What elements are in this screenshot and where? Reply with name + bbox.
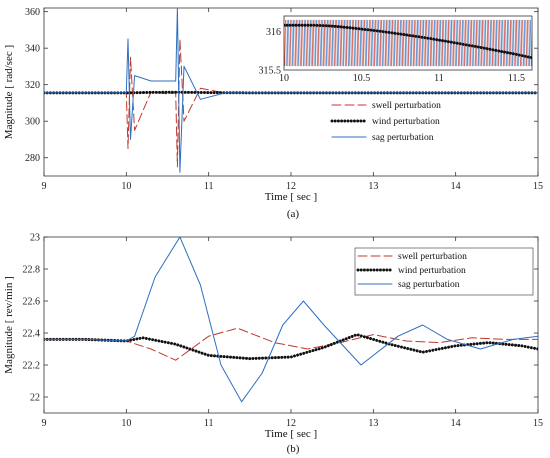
y-tick-label: 320 bbox=[25, 80, 40, 91]
x-tick-label: 12 bbox=[286, 418, 296, 429]
x-tick-label: 10 bbox=[121, 418, 131, 429]
y-tick-label: 22.8 bbox=[23, 265, 41, 276]
series-line-swell-perturbation bbox=[44, 327, 538, 361]
x-tick-label: 9 bbox=[42, 181, 47, 192]
legend-entry: swell perturbation bbox=[398, 252, 467, 262]
y-tick-label: 22.2 bbox=[23, 361, 41, 372]
y-tick-label: 300 bbox=[25, 117, 40, 128]
series-line-sag-perturbation bbox=[44, 8, 538, 173]
y-tick-label: 360 bbox=[25, 7, 40, 18]
inset-x-tick-label: 11.5 bbox=[508, 73, 525, 84]
x-tick-label: 13 bbox=[368, 418, 378, 429]
y-tick-label: 280 bbox=[25, 153, 40, 164]
legend-entry: sag perturbation bbox=[398, 280, 460, 290]
y-tick-label: 22.6 bbox=[23, 297, 41, 308]
panel-a: 9 10 11 12 13 14 15 280 300 320 340 360 10 10.5 11 11.5… bbox=[3, 7, 543, 220]
x-tick-label: 15 bbox=[533, 181, 543, 192]
legend-entry: swell perturbation bbox=[372, 101, 441, 111]
y-axis-label: Magnitude [ rad/sec ] bbox=[3, 45, 15, 139]
legend-entry: sag perturbation bbox=[372, 133, 434, 143]
y-axis-label: Magnitude [ rev/min ] bbox=[3, 276, 15, 373]
x-tick-label: 14 bbox=[451, 418, 461, 429]
x-tick-label: 9 bbox=[42, 418, 47, 429]
series-line-wind-perturbation bbox=[44, 333, 538, 361]
legend: swell perturbation wind perturbation sag p… bbox=[330, 101, 441, 143]
x-tick-label: 13 bbox=[368, 181, 378, 192]
y-tick-label: 22.4 bbox=[23, 329, 41, 340]
inset-zoom: 10 10.5 11 11.5 315.5 316 bbox=[259, 15, 533, 84]
inset-x-tick-label: 10 bbox=[279, 73, 289, 84]
legend-entry: wind perturbation bbox=[372, 117, 440, 127]
inset-y-tick-label: 316 bbox=[266, 27, 281, 38]
inset-x-tick-label: 10.5 bbox=[353, 73, 371, 84]
panel-b: 9 10 11 12 13 14 15 22 22.2 22.4 22.6 22.8 23 swell p… bbox=[3, 233, 543, 456]
x-axis-label: Time [ sec ] bbox=[265, 428, 317, 440]
panel-label: (a) bbox=[287, 208, 300, 220]
y-tick-label: 23 bbox=[30, 233, 40, 244]
y-tick-label: 340 bbox=[25, 44, 40, 55]
inset-x-tick-label: 11 bbox=[434, 73, 444, 84]
x-tick-label: 11 bbox=[204, 181, 214, 192]
inset-wind-curve bbox=[284, 23, 532, 60]
x-tick-label: 11 bbox=[204, 418, 214, 429]
x-tick-label: 14 bbox=[451, 181, 461, 192]
x-axis-label: Time [ sec ] bbox=[265, 191, 317, 203]
series-line-sag-perturbation bbox=[44, 237, 538, 403]
x-tick-label: 10 bbox=[121, 181, 131, 192]
x-tick-label: 15 bbox=[533, 418, 543, 429]
x-tick-label: 12 bbox=[286, 181, 296, 192]
panel-label: (b) bbox=[287, 443, 300, 455]
y-tick-label: 22 bbox=[30, 393, 40, 404]
legend-entry: wind perturbation bbox=[398, 266, 466, 276]
legend: swell perturbation wind perturbation sag p… bbox=[354, 247, 534, 296]
inset-y-tick-label: 315.5 bbox=[259, 66, 282, 77]
